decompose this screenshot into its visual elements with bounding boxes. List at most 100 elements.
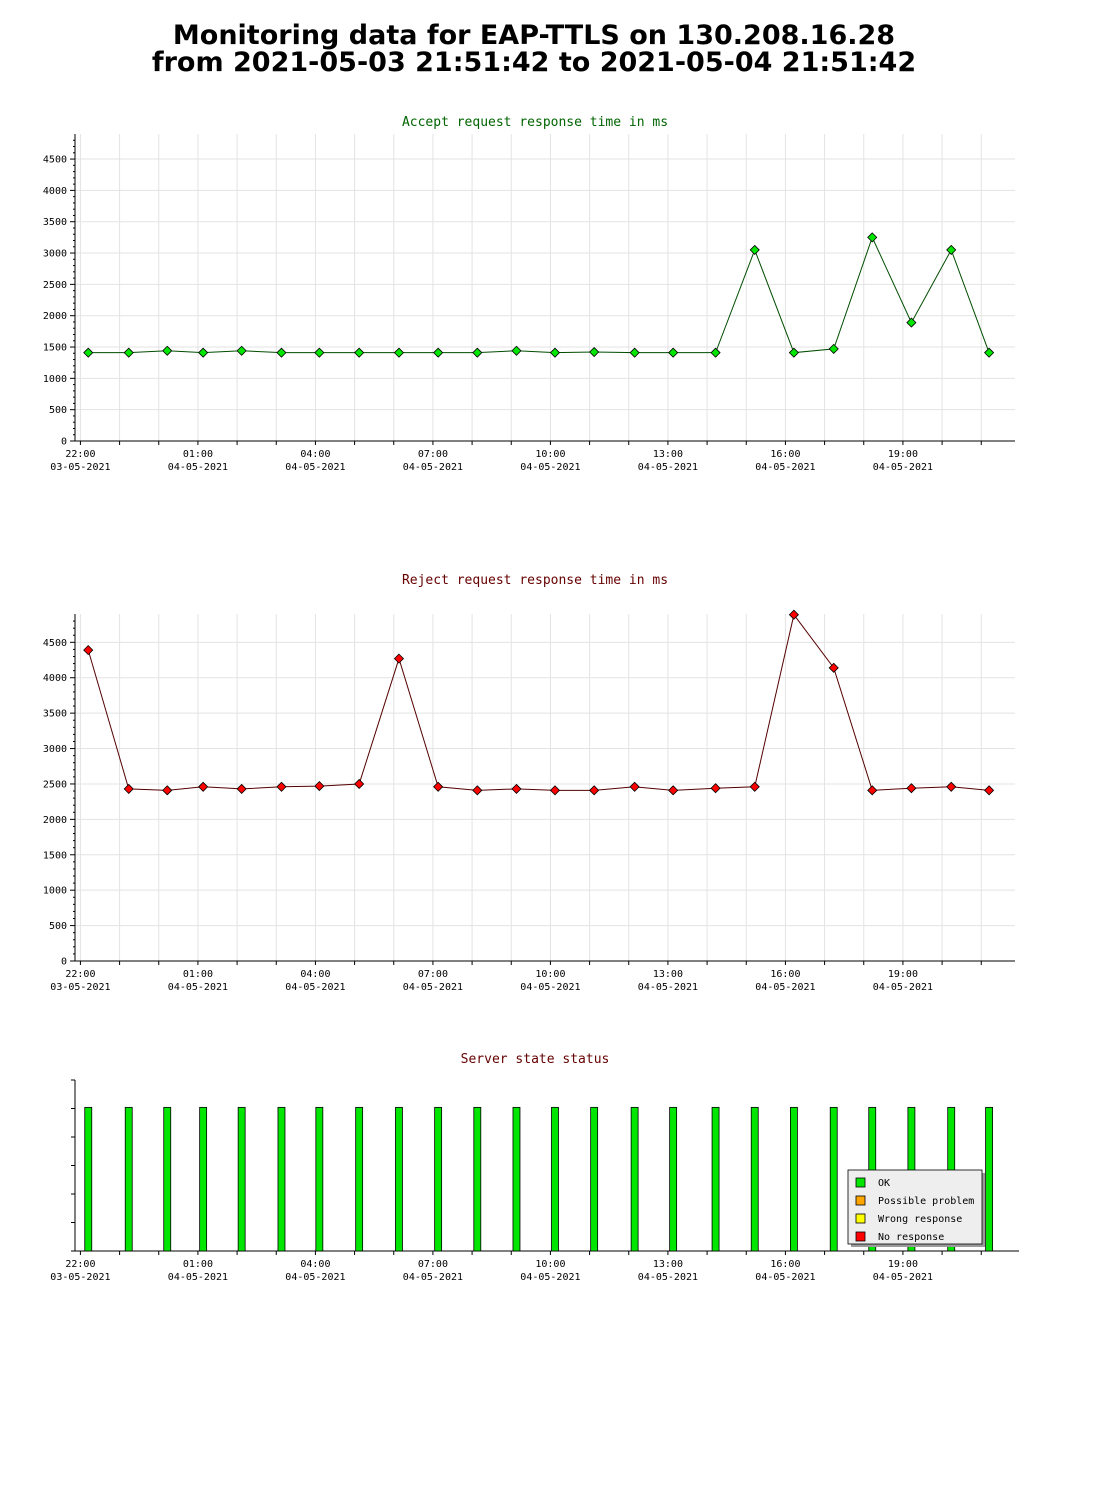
legend-label: No response [878,1232,944,1243]
data-point [906,317,917,328]
x-tick-label-time: 19:00 [888,1259,918,1270]
x-tick-label-time: 07:00 [418,969,448,980]
data-point [589,346,600,358]
status-bar [985,1106,993,1252]
x-tick-label-date: 04-05-2021 [285,1272,345,1283]
legend-swatch [855,1213,866,1224]
data-point [472,347,483,358]
y-tick-label: 0 [61,437,67,448]
y-tick-label: 1000 [43,374,67,385]
data-point [198,347,209,358]
chart-reject: Reject request response time in ms 0 500 10… [43,573,1015,993]
y-tick-label: 0 [61,957,67,968]
x-tick-label-date: 04-05-2021 [168,982,228,993]
status-bar [790,1106,798,1252]
chart-accept: Accept request response time in ms 0 500 10… [43,115,1015,473]
status-bar [124,1106,133,1252]
legend-label: Possible problem [878,1196,974,1207]
x-tick-label-date: 04-05-2021 [638,1272,698,1283]
legend [847,1169,983,1245]
y-tick-label: 2000 [43,311,67,322]
data-point [629,781,640,792]
status-bar [277,1106,286,1252]
title-line-1: Monitoring data for EAP-TTLS on 130.208.… [172,20,896,51]
data-point [276,781,287,792]
chart-title: Server state status [461,1052,610,1067]
status-bar [630,1106,639,1252]
data-point [162,785,173,796]
data-point [162,345,173,356]
x-tick-label-date: 04-05-2021 [168,462,228,473]
data-point [393,347,405,358]
data-point [788,347,799,358]
x-tick-label-time: 01:00 [183,1259,213,1270]
series-line [88,236,990,354]
x-tick-label-time: 07:00 [418,1259,448,1270]
data-point [589,785,600,796]
data-point [314,347,325,358]
data-point [828,343,839,354]
data-point [236,783,247,794]
x-tick-label-date: 04-05-2021 [873,982,933,993]
y-tick-label: 4500 [43,155,67,166]
series-line [87,613,990,791]
data-point [511,345,522,356]
data-point [828,662,839,673]
data-point [549,347,561,358]
status-bar [551,1106,559,1252]
x-tick-label-date: 04-05-2021 [755,982,815,993]
title-line-2: from 2021-05-03 21:51:42 to 2021-05-04 2… [151,47,917,78]
y-tick-label: 3500 [43,709,67,720]
data-point [123,347,134,358]
data-point [83,645,94,656]
x-tick-label-date: 04-05-2021 [520,982,580,993]
data-point [668,785,679,796]
status-bar [355,1106,364,1252]
status-bar [84,1106,93,1252]
x-tick-label-date: 04-05-2021 [403,982,463,993]
y-tick-label: 3500 [43,217,67,228]
x-tick-label-time: 13:00 [653,969,683,980]
status-bar [315,1106,324,1252]
y-tick-label: 4000 [43,186,67,197]
x-tick-label-date: 03-05-2021 [50,1272,110,1283]
data-point [749,244,760,255]
data-point [867,232,878,243]
x-tick-label-date: 04-05-2021 [285,462,345,473]
legend-label: OK [878,1178,890,1189]
x-tick-label-date: 04-05-2021 [873,1272,933,1283]
x-tick-label-time: 10:00 [535,449,565,460]
x-tick-label-date: 04-05-2021 [520,1272,580,1283]
data-point [511,783,522,794]
x-tick-label-time: 13:00 [653,1259,683,1270]
x-tick-label-time: 19:00 [888,449,918,460]
status-bar [237,1106,246,1252]
x-tick-label-time: 16:00 [770,449,800,460]
x-tick-label-time: 22:00 [65,1259,95,1270]
x-tick-label-time: 13:00 [653,449,683,460]
data-point [668,347,679,358]
data-point [433,781,444,792]
status-bar [199,1106,208,1252]
data-point [946,244,957,255]
chart-title: Accept request response time in ms [402,115,668,130]
data-point [198,781,209,792]
chart-status: Server state status OK Possible problem Wro… [50,1052,1019,1283]
data-point [984,785,995,796]
x-tick-label-date: 04-05-2021 [755,1272,815,1283]
status-bar [829,1106,838,1252]
status-bar [512,1106,521,1252]
data-point [749,781,760,792]
x-tick-label-date: 04-05-2021 [168,1272,228,1283]
data-point [276,347,287,358]
chart-title: Reject request response time in ms [402,573,668,588]
y-tick-label: 1000 [43,886,67,897]
y-tick-label: 2000 [43,815,67,826]
data-point [710,783,721,794]
x-tick-label-time: 22:00 [65,449,95,460]
x-tick-label-date: 04-05-2021 [638,462,698,473]
y-tick-label: 4500 [43,638,67,649]
data-point [906,783,917,794]
x-tick-label-time: 01:00 [183,969,213,980]
